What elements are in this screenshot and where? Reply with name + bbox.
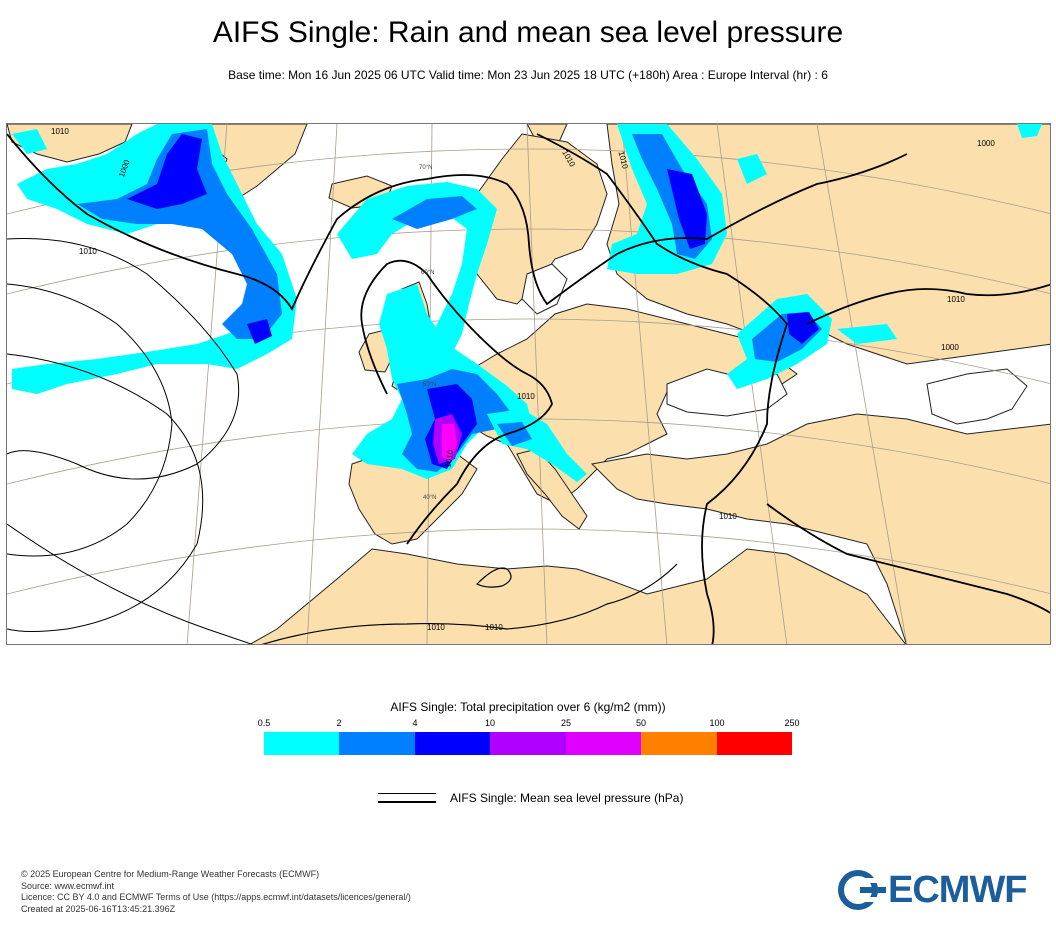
footer-licence: Licence: CC BY 4.0 and ECMWF Terms of Us… [21,892,411,902]
isobar-label: 1010 [719,512,737,521]
isobar-label: 1010 [517,392,535,401]
legend-tick: 100 [709,718,725,728]
precip-heavy [667,169,707,249]
precip-legend-ticks: 0.5 2 4 10 25 50 100 250 [258,718,800,730]
precip-heavy [127,134,207,209]
isobar-label: 1010 [79,247,97,256]
isobar-label: 1000 [977,139,995,148]
legend-tick: 4 [412,718,418,728]
legend-swatch [565,732,642,755]
footer-credits: © 2025 European Centre for Medium-Range … [21,869,411,915]
graticule-label: 40°N [423,495,436,501]
mslp-legend-label: AIFS Single: Mean sea level pressure (hP… [450,791,684,805]
precip-legend-colorbar [264,732,792,755]
graticule-label: 70°N [419,165,432,171]
precip-light [1017,124,1042,138]
legend-swatch [339,732,415,755]
graticule-label: 50°N [423,382,436,388]
isobar-label: 1010 [427,623,445,632]
precip-light [337,182,497,354]
legend-swatch [716,732,792,755]
ecmwf-logo-icon [838,870,886,910]
footer-source: Source: www.ecmwf.int [21,880,115,891]
legend-swatch [264,732,340,755]
legend-swatch [414,732,491,755]
isobar-label: 1000 [941,343,959,352]
precip-heavy-2 [247,319,272,344]
ecmwf-logo: ECMWF [838,868,1038,912]
legend-tick: 25 [560,718,572,728]
legend-tick: 50 [635,718,647,728]
precip-light [12,129,47,154]
legend-tick: 0.5 [257,718,271,728]
inland-seas-layer [521,263,1028,425]
chart-title: AIFS Single: Rain and mean sea level pre… [212,16,844,49]
isobar-label: 1010 [51,127,69,136]
ecmwf-logo-text: ECMWF [888,869,1028,911]
precip-light [837,324,897,344]
isobar-layer [7,133,1050,644]
baltic-sea [521,263,568,315]
precip-intense [442,424,457,462]
precip-moderate [392,196,477,229]
footer-created: Created at 2025-06-16T13:45:21.396Z [21,903,176,914]
legend-swatch [490,732,566,755]
precip-heavy [787,312,819,344]
precip-legend-title: AIFS Single: Total precipitation over 6 … [390,700,666,714]
legend-tick: 2 [336,718,342,728]
precip-layer [12,124,1042,482]
forecast-map: 1010 1000 1010 1010 1010 1000 1010 1010 … [6,123,1051,645]
legend-tick: 250 [784,718,800,728]
land-balkans-turkey [590,413,1050,644]
chart-subtitle: Base time: Mon 16 Jun 2025 06 UTC Valid … [228,68,828,82]
isobar-label: 1010 [947,295,965,304]
legend-swatch [641,732,717,755]
isobar-label: 1010 [485,623,503,632]
legend-tick: 10 [484,718,496,728]
isobar-label: 1010 [443,449,455,469]
precip-light [737,154,767,184]
graticule-label: 60°N [421,270,434,276]
mslp-legend-line-thick [378,801,436,803]
land-finland-russia [606,124,1050,365]
footer-copyright: © 2025 European Centre for Medium-Range … [21,869,320,879]
land-north-africa [249,548,907,644]
caspian-sea [926,368,1028,425]
mslp-legend-line-thin [378,793,436,794]
graticule-labels: 70°N 60°N 50°N 40°N [419,165,436,501]
